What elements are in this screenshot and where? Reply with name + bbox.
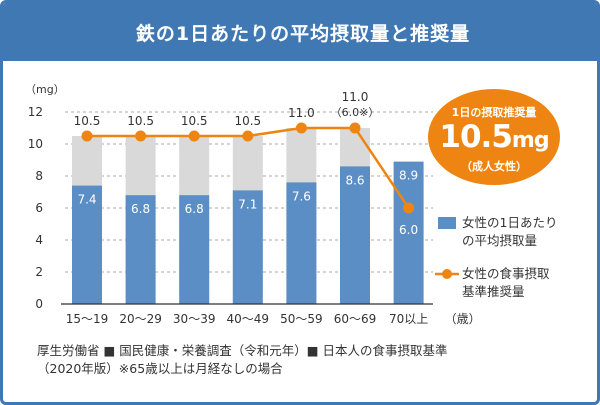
legend-item-recommended: 女性の食事摂取 基準推奨量 [435, 265, 550, 301]
recommended-point [81, 130, 93, 142]
badge-sub: （成人女性） [461, 160, 527, 173]
x-tick-label: 70以上 [389, 312, 428, 326]
legend-bar-text-1: 女性の1日あたり [462, 215, 558, 230]
chart-title: 鉄の1日あたりの平均摂取量と推奨量 [135, 22, 471, 45]
intake-bar-label: 6.8 [185, 202, 204, 216]
recommended-point-sublabel: （6.0※） [331, 106, 380, 119]
recommended-point [135, 130, 147, 142]
title-bar: 鉄の1日あたりの平均摂取量と推奨量 [3, 3, 597, 61]
y-tick-label: 0 [35, 297, 43, 311]
recommended-point-label: 10.5 [127, 114, 154, 128]
recommended-point-label: 11.0 [288, 106, 315, 120]
intake-bar-label: 8.6 [345, 173, 364, 187]
x-tick-label: 20〜29 [119, 312, 162, 326]
badge-unit: mg [511, 128, 550, 153]
intake-bar [72, 185, 102, 304]
source-line-1: 厚生労働省 ■ 国民健康・栄養調査（令和元年）■ 日本人の食事摂取基準 [37, 343, 448, 358]
intake-bar-label: 7.4 [77, 193, 96, 207]
recommended-point [242, 130, 254, 142]
y-tick-label: 10 [28, 137, 43, 151]
intake-bar [286, 182, 317, 304]
x-tick-label: 60〜69 [334, 312, 377, 326]
recommended-point-label: 11.0 [342, 90, 369, 104]
recommended-point [349, 122, 361, 134]
recommended-point-label: 10.5 [74, 114, 101, 128]
y-tick-label: 4 [35, 233, 43, 247]
legend-line-text-1: 女性の食事摂取 [462, 266, 550, 281]
y-tick-label: 6 [35, 201, 43, 215]
recommended-point-label: 10.5 [234, 114, 261, 128]
y-tick-label: 2 [35, 265, 43, 279]
intake-bar-label: 7.6 [292, 189, 311, 203]
y-axis-label: （mg） [25, 83, 65, 96]
intake-bar-label: 8.9 [399, 169, 418, 183]
intake-bar [232, 190, 263, 304]
badge-value: 10.5 [439, 119, 512, 155]
badge-label: 1日の摂取推奨量 [451, 106, 537, 119]
legend-line-swatch [435, 269, 459, 279]
recommended-point [188, 130, 200, 142]
legend-line-text-2: 基準推奨量 [462, 284, 525, 299]
x-axis-unit: （歳） [445, 312, 481, 326]
recommended-point-label: 6.0 [399, 223, 418, 237]
chart-plot: 0 2 4 6 8 10 12 （mg） 7.4 6.8 6.8 7.1 7.6 8.6 8.9 15〜19 2… [25, 83, 481, 326]
x-tick-label: 30〜39 [173, 312, 216, 326]
x-tick-label: 40〜49 [227, 312, 270, 326]
x-tick-label: 15〜19 [66, 312, 109, 326]
x-tick-label: 50〜59 [280, 312, 323, 326]
intake-bar [340, 166, 370, 304]
recommended-intake-badge: 1日の摂取推奨量 10.5mg （成人女性） [428, 89, 560, 185]
legend-bar-text-2: の平均摂取量 [462, 233, 538, 248]
intake-bar-label: 7.1 [238, 197, 257, 211]
recommended-point [403, 202, 415, 214]
source-line-2: （2020年版）※65歳以上は月経なしの場合 [37, 361, 283, 376]
intake-bar-label: 6.8 [131, 202, 150, 216]
y-tick-label: 12 [28, 105, 43, 119]
intake-bar [125, 195, 156, 304]
legend-item-average-intake: 女性の1日あたり の平均摂取量 [438, 214, 558, 250]
source-note: 厚生労働省 ■ 国民健康・栄養調査（令和元年）■ 日本人の食事摂取基準 （202… [37, 342, 448, 378]
legend-bar-swatch [438, 217, 456, 229]
intake-bar [179, 195, 210, 304]
intake-bar [393, 161, 424, 304]
recommended-point-label: 10.5 [181, 114, 208, 128]
recommended-point [295, 122, 307, 134]
y-tick-label: 8 [35, 169, 43, 183]
